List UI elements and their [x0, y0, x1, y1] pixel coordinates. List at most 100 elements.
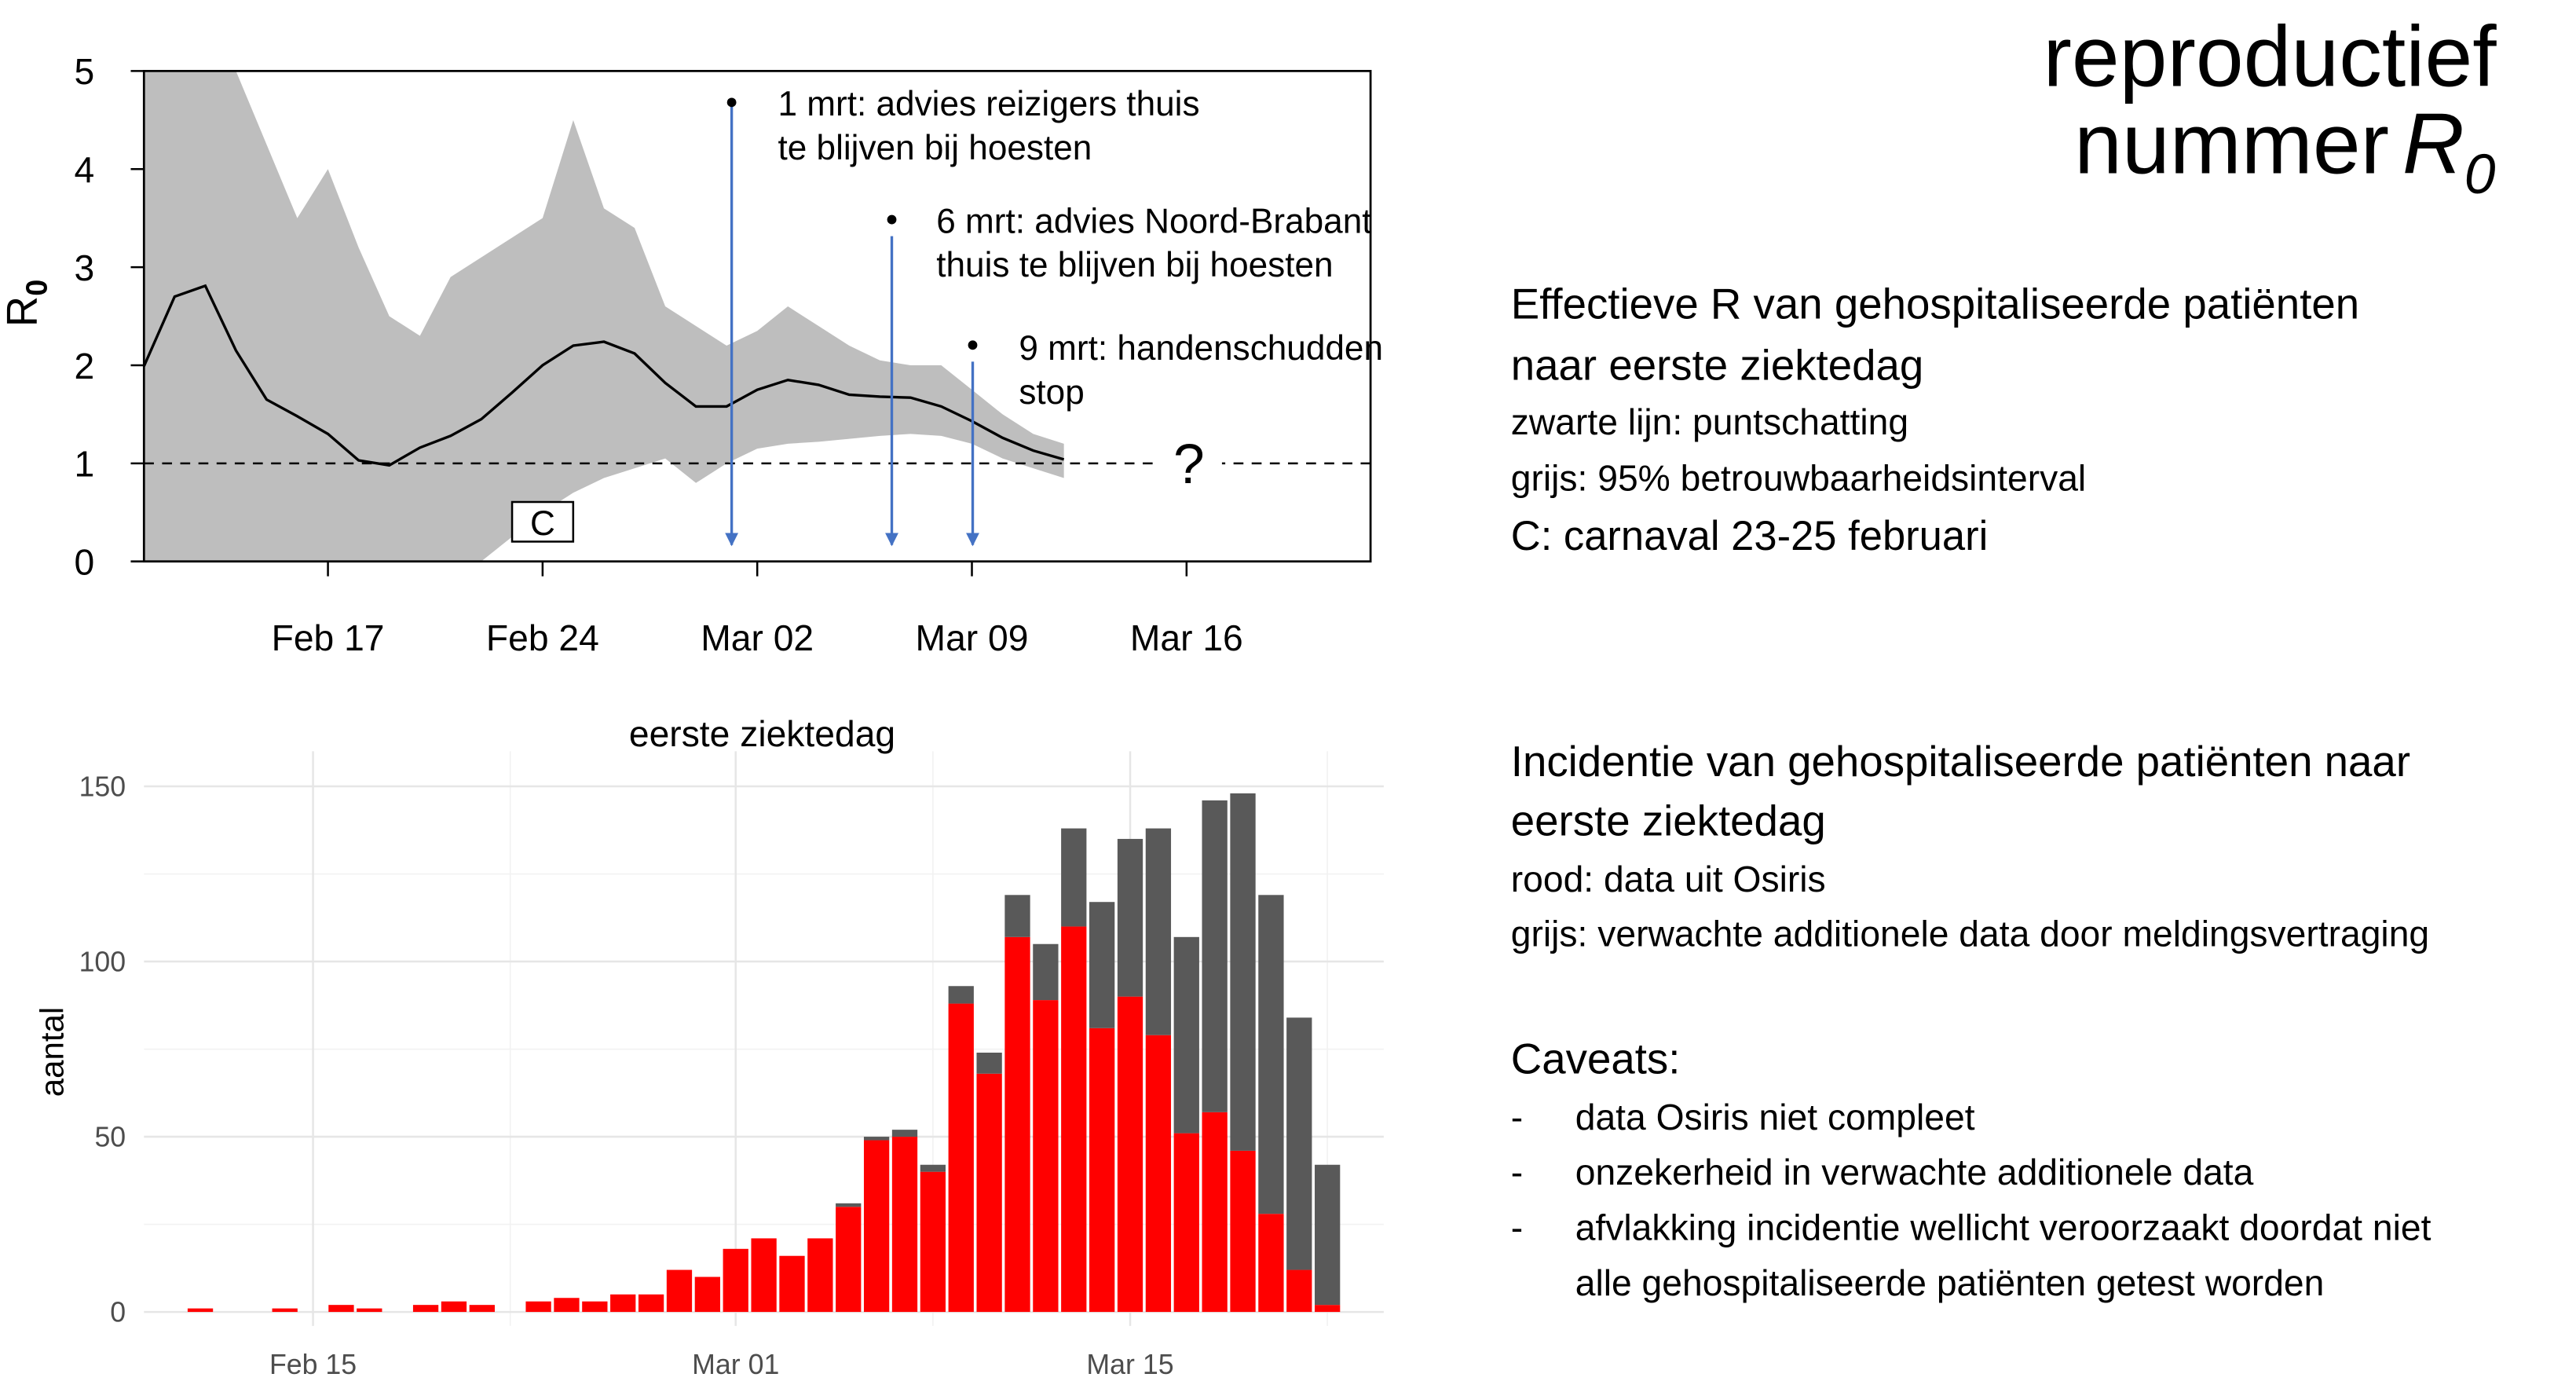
annotation-text: 1 mrt: advies reizigers thuis	[778, 85, 1199, 123]
bar	[976, 1073, 1002, 1313]
bullet: -	[1511, 1152, 1523, 1192]
section-line: grijs: verwachte additionele data door m…	[1511, 913, 2429, 954]
bar	[469, 1305, 495, 1313]
bullet: -	[1511, 1207, 1523, 1248]
band-group	[144, 71, 1064, 562]
bar	[1258, 895, 1284, 1214]
x-tick-label: Mar 09	[916, 617, 1029, 658]
slide-title-symbol: R0	[2402, 97, 2496, 206]
section-note: C: carnaval 23-25 februari	[1511, 513, 1989, 559]
bar	[920, 1171, 946, 1313]
bar	[751, 1238, 777, 1313]
bar	[1202, 1112, 1228, 1313]
bar	[554, 1298, 580, 1313]
bar	[1033, 1000, 1059, 1313]
bar	[525, 1301, 551, 1313]
symbol: R	[2402, 97, 2464, 192]
point-estimate-line	[142, 284, 1065, 467]
bullet: -	[1511, 1097, 1523, 1137]
bar	[1173, 1133, 1199, 1313]
bar	[1061, 926, 1087, 1313]
bar	[272, 1308, 298, 1313]
bar	[1315, 1305, 1341, 1313]
annotation-dot	[726, 97, 737, 108]
bar	[948, 1003, 974, 1313]
bar	[1033, 943, 1059, 1001]
bar	[1117, 996, 1143, 1313]
bar	[582, 1301, 608, 1313]
section-heading: Effectieve R van gehospitaliseerde patië…	[1511, 280, 2359, 328]
y-tick-label: 4	[75, 149, 95, 190]
bar	[1173, 936, 1199, 1134]
bar	[1202, 800, 1228, 1112]
bar	[1315, 1164, 1341, 1306]
bar	[1117, 838, 1143, 997]
annotation-dot	[968, 340, 978, 350]
y-tick-label: 150	[79, 771, 126, 803]
section-heading: eerste ziektedag	[1511, 797, 1826, 845]
section-heading: Incidentie van gehospitaliseerde patiënt…	[1511, 738, 2410, 786]
y-tick-label: 5	[75, 51, 95, 92]
bar	[357, 1308, 382, 1313]
annotation-text: 9 mrt: handenschudden	[1019, 329, 1383, 368]
bar	[1061, 828, 1087, 927]
y-tick-label: 100	[79, 947, 126, 978]
annotation-dot	[887, 214, 897, 225]
event-box	[510, 500, 575, 543]
bar	[1286, 1269, 1312, 1313]
bar	[723, 1248, 748, 1313]
caveat-line: afvlakking incidentie wellicht veroorzaa…	[1575, 1207, 2431, 1248]
y-tick-label: 0	[75, 542, 95, 583]
unknown-label: ?	[1173, 433, 1205, 496]
annotation-text: thuis te blijven bij hoesten	[936, 246, 1333, 284]
bar	[1230, 793, 1256, 1151]
x-tick-label: Mar 02	[701, 617, 814, 658]
bar	[1258, 1214, 1284, 1313]
x-tick-label: Mar 01	[692, 1349, 779, 1380]
bar	[807, 1238, 833, 1313]
section-line: rood: data uit Osiris	[1511, 859, 1826, 899]
bar	[891, 1137, 918, 1313]
subscript: 0	[2464, 143, 2496, 206]
bar	[863, 1140, 890, 1313]
y-tick-label: 2	[75, 346, 95, 386]
bar	[610, 1294, 636, 1313]
bar	[694, 1277, 720, 1313]
bar	[836, 1203, 862, 1207]
bar	[1145, 1035, 1172, 1313]
bar	[836, 1207, 862, 1313]
x-tick-label: Feb 24	[486, 617, 599, 658]
bar	[1230, 1150, 1256, 1313]
bar	[920, 1164, 946, 1172]
bar	[328, 1305, 354, 1313]
bar	[891, 1130, 918, 1137]
chart-title: eerste ziektedag	[629, 713, 895, 754]
label: R	[0, 296, 46, 327]
y-tick-label: 3	[75, 247, 95, 288]
bar	[1089, 902, 1115, 1028]
subscript: 0	[20, 280, 53, 296]
bar	[187, 1308, 214, 1313]
bar	[948, 986, 974, 1004]
y-tick-label: 50	[94, 1122, 126, 1153]
bar	[441, 1301, 467, 1313]
label-background	[1155, 430, 1222, 496]
bar	[976, 1053, 1002, 1074]
section-line: zwarte lijn: puntschatting	[1511, 401, 1908, 442]
y-tick-label: 0	[110, 1297, 126, 1328]
annotation-text: te blijven bij hoesten	[778, 129, 1092, 167]
caveat-line: alle gehospitaliseerde patiënten getest …	[1575, 1262, 2325, 1303]
bar	[666, 1269, 693, 1313]
slide-title: nummer	[2074, 97, 2389, 192]
bar	[1286, 1017, 1312, 1270]
bar	[1145, 828, 1172, 1035]
caveat-line: data Osiris niet compleet	[1575, 1097, 1975, 1137]
caveats-heading: Caveats:	[1511, 1035, 1681, 1082]
x-tick-label: Feb 17	[272, 617, 385, 658]
bar	[412, 1305, 439, 1313]
slide-title: reproductief	[2044, 9, 2497, 104]
bar	[1004, 895, 1030, 937]
section-heading: naar eerste ziektedag	[1511, 341, 1923, 389]
x-tick-label: Mar 15	[1086, 1349, 1173, 1380]
